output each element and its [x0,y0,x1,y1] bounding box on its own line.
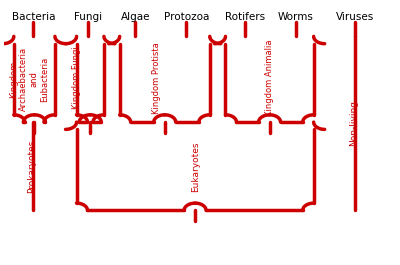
Text: Bacteria: Bacteria [12,12,55,22]
Text: Rotifers: Rotifers [225,12,265,22]
Text: Non-living: Non-living [349,100,358,146]
Text: Algae: Algae [120,12,150,22]
Text: Fungi: Fungi [74,12,102,22]
Text: Kingdom Fungi: Kingdom Fungi [72,47,81,109]
Text: Kingdom
Archaebacteria
and
Eubacteria: Kingdom Archaebacteria and Eubacteria [9,47,49,111]
Text: Kingdom Animalia: Kingdom Animalia [265,40,274,116]
Text: Protozoa: Protozoa [164,12,209,22]
Text: Worms: Worms [278,12,314,22]
Text: Eukaryotes: Eukaryotes [191,141,200,192]
Text: Prokaryotes: Prokaryotes [28,140,36,193]
Text: Viruses: Viruses [336,12,374,22]
Text: Kingdom Protista: Kingdom Protista [152,42,161,114]
